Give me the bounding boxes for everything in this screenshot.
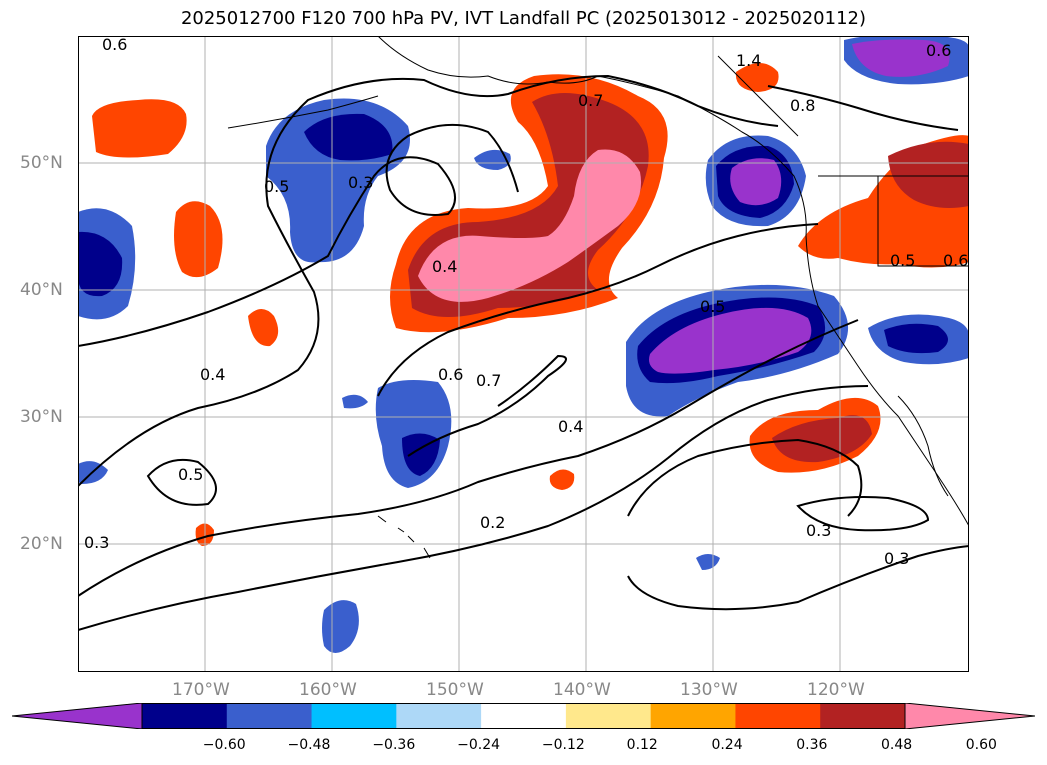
- positive-anomaly: [549, 469, 575, 490]
- lat-label: 20°N: [20, 534, 63, 554]
- lat-label: 50°N: [20, 153, 63, 173]
- colorbar-tick-label: 0.48: [881, 737, 913, 753]
- positive-anomaly: [174, 201, 223, 278]
- contour-label: 0.4: [432, 257, 457, 276]
- negative-anomaly-peak: [730, 158, 782, 206]
- lon-label: 150°W: [426, 680, 484, 700]
- negative-anomaly-strong: [78, 231, 123, 297]
- coastlines: [227, 36, 969, 559]
- colorbar-frame: [141, 703, 906, 729]
- positive-anomaly-strong: [772, 415, 872, 463]
- contour-label: 0.6: [102, 36, 127, 54]
- contour-label: 0.6: [926, 41, 951, 60]
- lon-label: 140°W: [553, 680, 611, 700]
- colorbar-cell: [565, 703, 652, 729]
- contour-label: 1.4: [736, 51, 761, 70]
- colorbar-tick-label: −0.12: [541, 737, 585, 753]
- negative-anomaly-peak: [852, 39, 950, 77]
- contour-label: 0.5: [264, 177, 289, 196]
- map-frame: [78, 36, 969, 672]
- contour-label: 0.3: [84, 533, 109, 552]
- negative-anomaly-peak: [649, 307, 812, 374]
- lon-label: 170°W: [172, 680, 230, 700]
- contour-label: 0.3: [884, 549, 909, 568]
- colorbar-tick-label: −0.48: [287, 737, 331, 753]
- colorbar-tick-label: 0.24: [711, 737, 743, 753]
- lon-label: 160°W: [299, 680, 357, 700]
- shading-layer: [78, 36, 969, 653]
- positive-anomaly: [92, 99, 187, 158]
- colorbar-low-extend: [12, 703, 143, 729]
- contour-label: 0.5: [890, 251, 915, 270]
- contour-label: 0.3: [806, 521, 831, 540]
- contour-label: 0.2: [480, 513, 505, 532]
- map-title: 2025012700 F120 700 hPa PV, IVT Landfall…: [180, 8, 867, 29]
- positive-anomaly: [248, 309, 279, 347]
- colorbar-tick-label: 0.36: [796, 737, 828, 753]
- graticule: [78, 36, 969, 672]
- map-canvas: 0.6 1.4 0.7 0.8 0.5 0.3 0.4 0.5 0.6 0.4 …: [78, 36, 969, 672]
- pv-contours: [78, 74, 969, 631]
- colorbar-tick-label: 0.12: [626, 737, 658, 753]
- negative-anomaly: [342, 394, 368, 409]
- contour-label: 0.7: [476, 371, 501, 390]
- colorbar-cell: [650, 703, 736, 729]
- contour-label: 0.6: [943, 251, 968, 270]
- colorbar-cell: [311, 703, 397, 729]
- contour-label: 0.3: [348, 173, 373, 192]
- contour-labels: 0.6 1.4 0.7 0.8 0.5 0.3 0.4 0.5 0.6 0.4 …: [84, 36, 968, 568]
- colorbar-cell: [735, 703, 821, 729]
- contour-label: 0.5: [178, 465, 203, 484]
- colorbar-cell: [820, 703, 906, 729]
- contour-label: 0.4: [200, 365, 225, 384]
- colorbar-high-extend: [904, 703, 1035, 729]
- lat-label: 40°N: [20, 280, 63, 300]
- contour-label: 0.6: [438, 365, 463, 384]
- colorbar-tick-label: −0.60: [202, 737, 246, 753]
- positive-anomaly-peak: [418, 149, 642, 302]
- negative-anomaly: [322, 600, 359, 653]
- positive-anomaly-strong: [888, 141, 969, 208]
- negative-anomaly-strong: [884, 323, 948, 354]
- lon-label: 130°W: [680, 680, 738, 700]
- colorbar-tick-label: 0.60: [965, 737, 997, 753]
- lat-label: 30°N: [20, 407, 63, 427]
- colorbar-tick-label: −0.36: [372, 737, 416, 753]
- contour-label: 0.4: [558, 417, 583, 436]
- negative-anomaly: [696, 554, 720, 570]
- colorbar-tick-label: −0.24: [457, 737, 501, 753]
- negative-anomaly-strong: [402, 433, 440, 476]
- lon-label: 120°W: [807, 680, 865, 700]
- colorbar-cell: [142, 703, 228, 729]
- contour-label: 0.5: [700, 297, 725, 316]
- colorbar: [12, 703, 1035, 729]
- contour-label: 0.7: [578, 91, 603, 110]
- map-panel: 0.6 1.4 0.7 0.8 0.5 0.3 0.4 0.5 0.6 0.4 …: [78, 36, 969, 672]
- colorbar-cell: [396, 703, 482, 729]
- negative-anomaly-strong: [304, 113, 393, 161]
- colorbar-cell: [481, 703, 567, 729]
- colorbar-cell: [226, 703, 313, 729]
- negative-anomaly: [474, 149, 511, 170]
- contour-label: 0.8: [790, 96, 815, 115]
